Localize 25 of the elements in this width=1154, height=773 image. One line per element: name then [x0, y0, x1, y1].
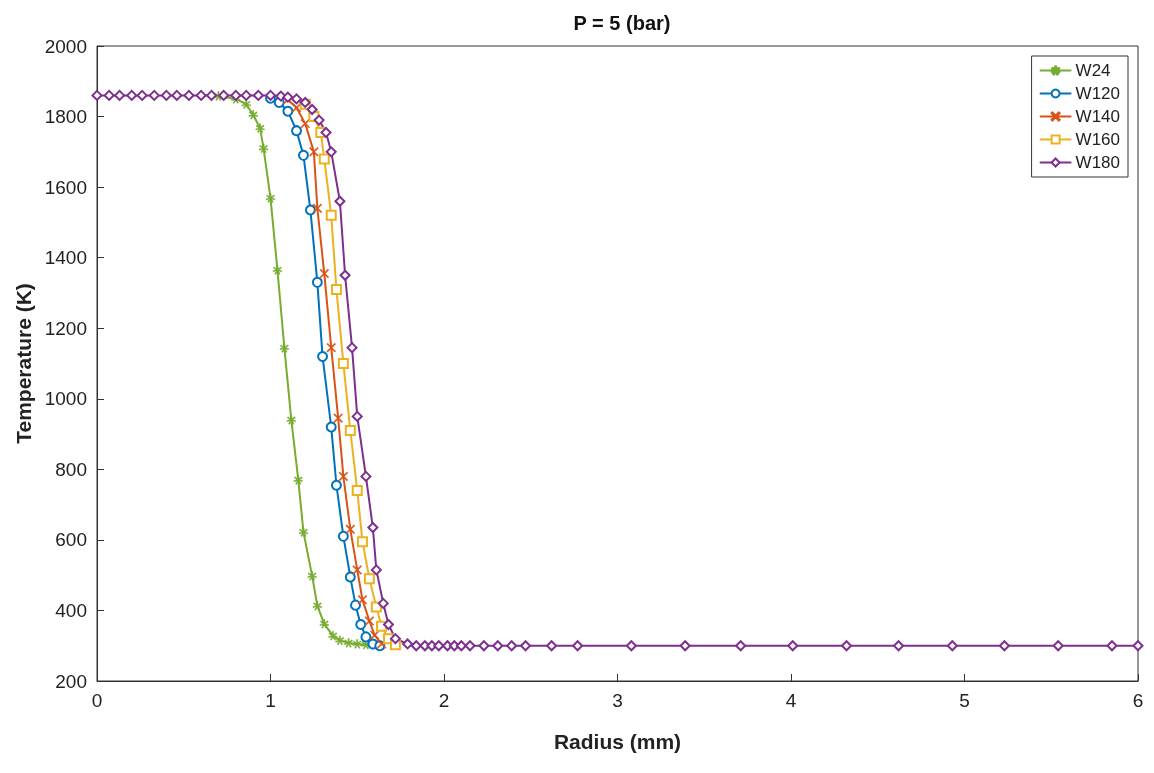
y-tick-label: 2000	[44, 35, 87, 57]
x-tick-label: 4	[785, 690, 797, 711]
x-tick-label: 3	[612, 690, 623, 711]
y-tick-label: 600	[55, 529, 87, 551]
legend-label: W24	[1075, 61, 1111, 80]
y-tick-label: 1000	[44, 388, 87, 410]
x-tick-label: 6	[1132, 690, 1144, 711]
y-tick-label: 200	[55, 670, 87, 692]
y-tick-label: 1800	[44, 106, 87, 128]
y-tick-label: 800	[55, 458, 87, 480]
y-tick-label: 1400	[44, 247, 87, 269]
x-tick-label: 2	[438, 690, 450, 711]
chart-title: P = 5 (bar)	[573, 12, 671, 34]
legend-label: W120	[1075, 84, 1121, 103]
x-tick-label: 5	[959, 690, 970, 711]
x-tick-label: 1	[265, 690, 276, 711]
legend-label: W160	[1075, 130, 1121, 149]
y-tick-label: 1200	[44, 317, 87, 339]
legend-label: W140	[1075, 107, 1121, 126]
legend-label: W180	[1075, 153, 1121, 172]
x-tick-label: 0	[91, 690, 103, 711]
y-tick-label: 1600	[44, 176, 87, 198]
y-tick-label: 400	[55, 599, 87, 621]
y-axis-title: Temperature (K)	[11, 283, 35, 444]
x-axis-title: Radius (mm)	[553, 730, 682, 753]
